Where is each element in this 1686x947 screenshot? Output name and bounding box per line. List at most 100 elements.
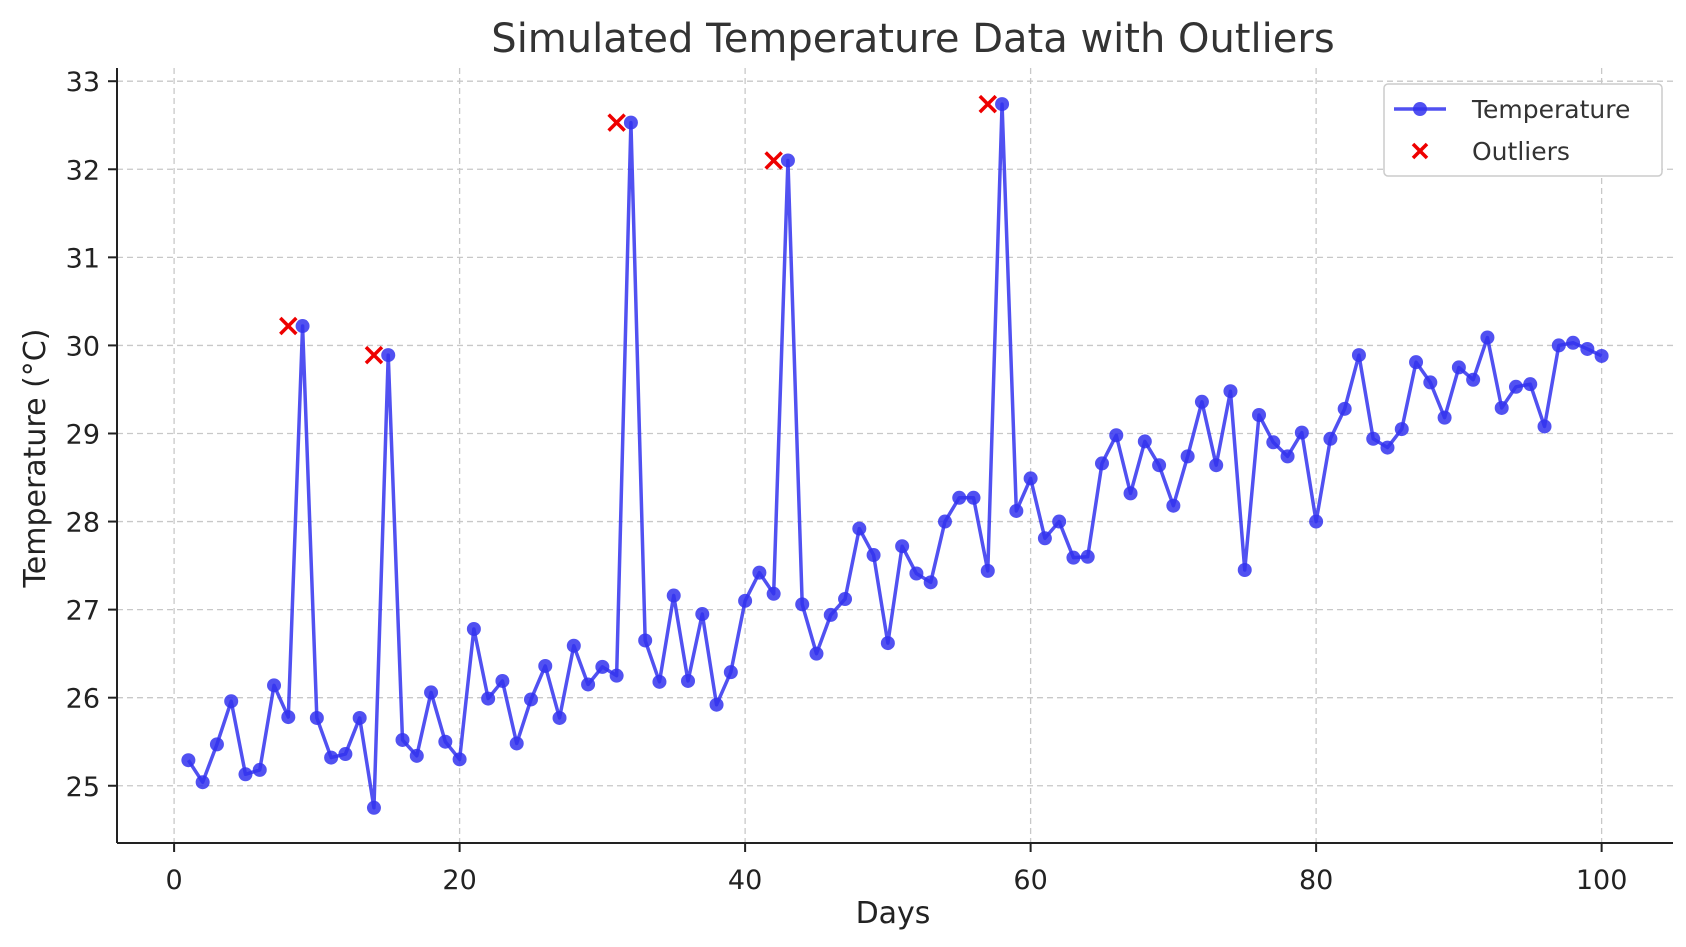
temperature-point — [1523, 377, 1538, 392]
temperature-point — [823, 607, 838, 622]
temperature-point — [681, 673, 696, 688]
temperature-point — [1237, 562, 1252, 577]
temperature-point — [709, 697, 724, 712]
temperature-point — [1537, 419, 1552, 434]
temperature-point — [566, 638, 581, 653]
temperature-point — [923, 575, 938, 590]
temperature-point — [1180, 449, 1195, 464]
temperature-point — [1152, 458, 1167, 473]
x-tick-label: 100 — [1576, 865, 1628, 896]
temperature-point — [1094, 456, 1109, 471]
temperature-point — [409, 748, 424, 763]
temperature-point — [852, 521, 867, 536]
outlier-stroke — [978, 94, 998, 114]
temperature-point — [523, 692, 538, 707]
temperature-point — [1566, 335, 1581, 350]
y-tick-label: 31 — [66, 243, 100, 274]
temperature-point — [1409, 355, 1424, 370]
temperature-point — [452, 752, 467, 767]
outlier-stroke — [607, 113, 626, 132]
x-axis-label: Days — [856, 896, 931, 931]
chart-title: Simulated Temperature Data with Outliers — [491, 16, 1334, 62]
temperature-point — [795, 597, 810, 612]
temperature-point — [252, 762, 267, 777]
temperature-point — [1323, 431, 1338, 446]
temperature-point — [424, 685, 439, 700]
temperature-point — [1009, 503, 1024, 518]
plot-series — [181, 94, 1609, 815]
temperature-point — [638, 633, 653, 648]
temperature-point — [1052, 514, 1067, 529]
y-tick-label: 25 — [66, 772, 100, 803]
outlier-marker — [364, 345, 384, 365]
temperature-point — [866, 548, 881, 563]
x-tick-label: 20 — [442, 865, 476, 896]
y-axis-label: Temperature (°C) — [18, 329, 53, 589]
legend-temperature-label: Temperature — [1471, 95, 1630, 124]
temperature-point — [1551, 338, 1566, 353]
temperature-line — [186, 102, 1603, 810]
temperature-point — [1137, 434, 1152, 449]
temperature-point — [238, 767, 253, 782]
temperature-point — [1037, 531, 1052, 546]
temperature-point — [181, 753, 196, 768]
temperature-point — [952, 490, 967, 505]
temperature-point — [381, 348, 396, 363]
x-tick-label: 40 — [728, 865, 762, 896]
temperature-point — [623, 115, 638, 130]
temperature-point — [909, 566, 924, 581]
temperature-point — [352, 710, 367, 725]
temperature-point — [1394, 422, 1409, 437]
temperature-point — [1580, 341, 1595, 356]
temperature-point — [937, 514, 952, 529]
temperature-point — [695, 607, 710, 622]
outlier-stroke — [764, 151, 783, 170]
temperature-point — [666, 588, 681, 603]
outlier-marker — [978, 94, 998, 114]
temperature-point — [595, 659, 610, 674]
outlier-marker — [607, 113, 626, 132]
legend-temperature-marker — [1413, 102, 1427, 116]
temperature-point — [267, 678, 282, 693]
temperature-point — [1123, 486, 1138, 501]
x-axis-ticks: 0 20 40 60 80 100 — [166, 843, 1628, 896]
x-tick-label: 60 — [1013, 865, 1047, 896]
temperature-point — [1109, 428, 1124, 443]
temperature-point — [652, 674, 667, 689]
temperature-point — [1337, 401, 1352, 416]
grid-lines — [117, 68, 1673, 843]
temperature-point — [395, 732, 410, 747]
outlier-stroke — [279, 316, 298, 336]
temperature-point — [980, 563, 995, 578]
temperature-point — [366, 800, 381, 815]
legend-outliers-label: Outliers — [1472, 137, 1570, 166]
temperature-point — [338, 747, 353, 762]
temperature-point — [895, 539, 910, 554]
temperature-point — [766, 586, 781, 601]
y-tick-label: 29 — [66, 419, 100, 450]
outlier-marker — [764, 151, 783, 170]
temperature-point — [581, 677, 596, 692]
temperature-point — [195, 775, 210, 790]
temperature-point — [1223, 384, 1238, 399]
y-axis-ticks: 25 26 27 28 29 30 31 32 33 — [66, 67, 117, 803]
temperature-point — [1023, 471, 1038, 486]
temperature-point — [438, 734, 453, 749]
temperature-point — [1252, 407, 1267, 422]
y-tick-label: 30 — [66, 331, 100, 362]
temperature-point — [1194, 394, 1209, 409]
y-tick-label: 32 — [66, 155, 100, 186]
temperature-point — [495, 673, 510, 688]
temperature-point — [966, 490, 981, 505]
y-tick-label: 27 — [66, 596, 100, 627]
legend-outliers-marker — [1411, 142, 1429, 160]
temperature-point — [1066, 550, 1081, 565]
temperature-point — [466, 621, 481, 636]
temperature-point — [1309, 514, 1324, 529]
y-tick-label: 28 — [66, 508, 100, 539]
temperature-point — [1466, 372, 1481, 387]
temperature-point — [1508, 379, 1523, 394]
temperature-point — [609, 668, 624, 683]
temperature-point — [995, 97, 1010, 112]
